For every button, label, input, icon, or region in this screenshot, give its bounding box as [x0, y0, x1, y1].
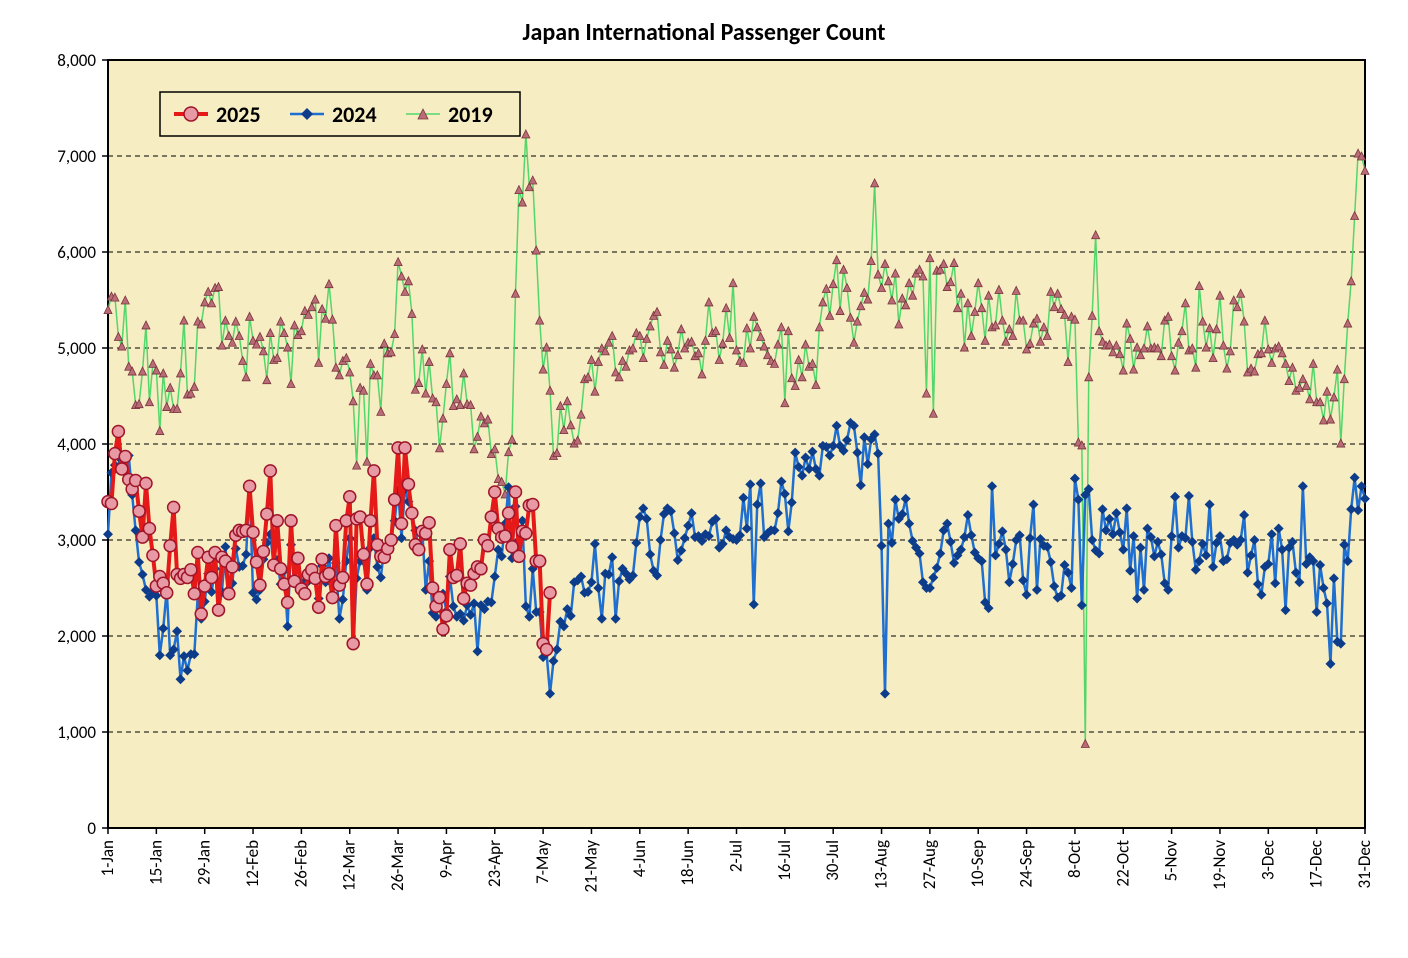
x-tick-label: 18-Jun: [677, 840, 698, 886]
x-tick-label: 22-Oct: [1112, 840, 1133, 887]
y-tick-label: 5,000: [57, 338, 96, 359]
x-tick-label: 19-Nov: [1209, 840, 1230, 890]
x-tick-label: 8-Oct: [1064, 840, 1085, 878]
x-tick-label: 29-Jan: [194, 840, 215, 885]
chart-svg: 0 1,000 2,000 3,000 4,000 5,000 6,000 7,000 8,00…: [0, 0, 1408, 958]
x-tick-label: 10-Sep: [967, 840, 988, 888]
x-tick-label: 17-Dec: [1306, 840, 1327, 889]
x-tick-label: 12-Feb: [242, 840, 263, 887]
x-tick-label: 21-May: [580, 840, 601, 893]
x-tick-label: 4-Jun: [629, 840, 650, 877]
y-tick-label: 7,000: [57, 146, 96, 167]
x-tick-label: 23-Apr: [484, 840, 505, 887]
legend-label-2024: 2024: [332, 101, 377, 128]
x-tick-label: 2-Jul: [726, 840, 747, 872]
y-tick-label: 1,000: [57, 722, 96, 743]
x-tick-label: 7-May: [532, 840, 553, 884]
x-tick-label: 12-Mar: [339, 840, 360, 891]
x-tick-label: 24-Sep: [1016, 840, 1037, 888]
legend-label-2019: 2019: [448, 101, 493, 128]
y-tick-label: 6,000: [57, 242, 96, 263]
y-tick-label: 2,000: [57, 626, 96, 647]
x-tick-label: 3-Dec: [1257, 840, 1278, 880]
chart-container: Japan International Passenger Count 0 1,0…: [0, 0, 1408, 958]
x-tick-label: 30-Jul: [822, 840, 843, 881]
x-tick-label: 1-Jan: [97, 840, 118, 876]
chart-title: Japan International Passenger Count: [0, 18, 1408, 47]
x-tick-label: 9-Apr: [435, 840, 456, 879]
y-tick-label: 8,000: [57, 50, 96, 71]
x-tick-label: 27-Aug: [919, 840, 940, 889]
x-tick-label: 5-Nov: [1161, 840, 1182, 882]
y-tick-label: 3,000: [57, 530, 96, 551]
x-tick-label: 26-Mar: [387, 840, 408, 891]
x-tick-label: 31-Dec: [1354, 840, 1375, 889]
y-tick-label: 4,000: [57, 434, 96, 455]
x-tick-label: 26-Feb: [290, 840, 311, 887]
x-tick-label: 13-Aug: [871, 840, 892, 889]
x-tick-label: 15-Jan: [145, 840, 166, 885]
x-tick-label: 16-Jul: [774, 840, 795, 881]
legend-label-2025: 2025: [216, 101, 261, 128]
y-tick-label: 0: [87, 818, 96, 839]
